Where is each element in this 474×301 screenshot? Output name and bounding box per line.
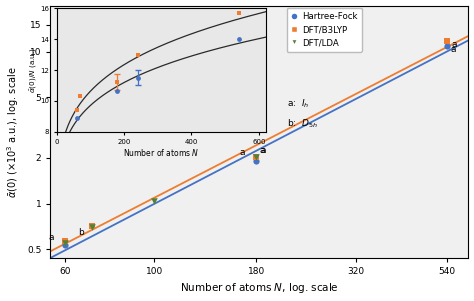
Point — [62, 240, 69, 245]
Text: a: a — [49, 233, 55, 242]
Point — [253, 158, 260, 163]
Text: b: b — [78, 228, 84, 237]
Point — [62, 243, 69, 248]
Text: a: a — [450, 45, 456, 54]
X-axis label: Number of atoms $N$, log. scale: Number of atoms $N$, log. scale — [180, 281, 339, 296]
Point — [62, 239, 69, 244]
Text: a: a — [240, 148, 245, 157]
Point — [253, 155, 260, 160]
Point — [89, 225, 96, 230]
Text: a: a — [259, 146, 264, 155]
Point — [150, 199, 158, 203]
Text: a: a — [261, 146, 266, 155]
Point — [89, 223, 96, 228]
Y-axis label: $\bar{\alpha}(0)$ ($\times10^3$ a.u.), log. scale: $\bar{\alpha}(0)$ ($\times10^3$ a.u.), l… — [6, 66, 21, 197]
Point — [444, 39, 451, 44]
Legend: Hartree-Fock, DFT/B3LYP, DFT/LDA: Hartree-Fock, DFT/B3LYP, DFT/LDA — [287, 8, 362, 52]
Point — [253, 155, 260, 160]
Text: a: a — [451, 40, 457, 49]
Point — [444, 44, 451, 49]
Text: a:  $I_h$: a: $I_h$ — [287, 98, 309, 110]
Text: b:  $D_{5h}$: b: $D_{5h}$ — [287, 118, 318, 130]
